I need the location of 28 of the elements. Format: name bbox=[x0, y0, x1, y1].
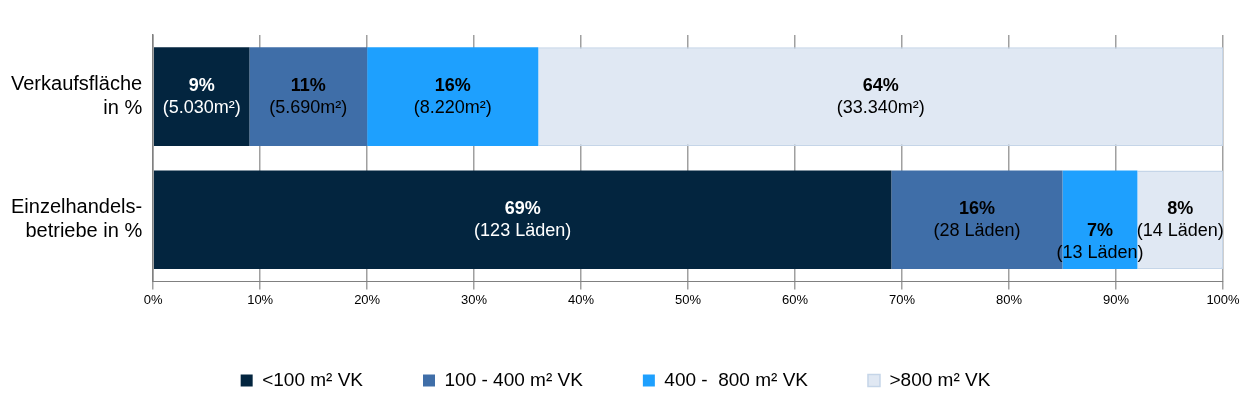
x-tick-label: 100% bbox=[1206, 291, 1241, 307]
data-label: 16% (28 Läden) bbox=[933, 197, 1021, 240]
x-tick-label: 10% bbox=[247, 291, 274, 307]
data-label: 69% (123 Läden) bbox=[474, 197, 572, 240]
bar bbox=[249, 47, 368, 146]
x-tick-label: 90% bbox=[1103, 291, 1130, 307]
y-tick-label: Verkaufsfläche in % bbox=[10, 72, 143, 119]
y-tick-label: Einzelhandels- betriebe in % bbox=[10, 195, 143, 242]
bar bbox=[367, 47, 539, 146]
x-tick-label: 30% bbox=[461, 291, 488, 307]
x-tick-label: 40% bbox=[568, 291, 595, 307]
x-tick-label: 80% bbox=[996, 291, 1023, 307]
data-label: 16% (8.220m²) bbox=[413, 74, 492, 117]
legend-label: <100 m² VK bbox=[262, 368, 364, 390]
bar bbox=[153, 170, 892, 270]
x-tick-label: 20% bbox=[354, 291, 381, 307]
data-label: 8% (14 Läden) bbox=[1136, 197, 1224, 240]
x-tick-label: 0% bbox=[143, 291, 164, 307]
x-tick-label: 70% bbox=[889, 291, 916, 307]
legend-label: 100 - 400 m² VK bbox=[444, 368, 584, 390]
data-label: 11% (5.690m²) bbox=[269, 74, 348, 117]
legend-label: 400 - 800 m² VK bbox=[664, 368, 809, 390]
x-tick-label: 60% bbox=[782, 291, 809, 307]
legend-label: >800 m² VK bbox=[889, 368, 991, 390]
x-tick-label: 50% bbox=[675, 291, 702, 307]
data-label: 9% (5.030m²) bbox=[162, 74, 241, 117]
bar bbox=[153, 47, 250, 146]
data-label: 64% (33.340m²) bbox=[836, 74, 925, 117]
